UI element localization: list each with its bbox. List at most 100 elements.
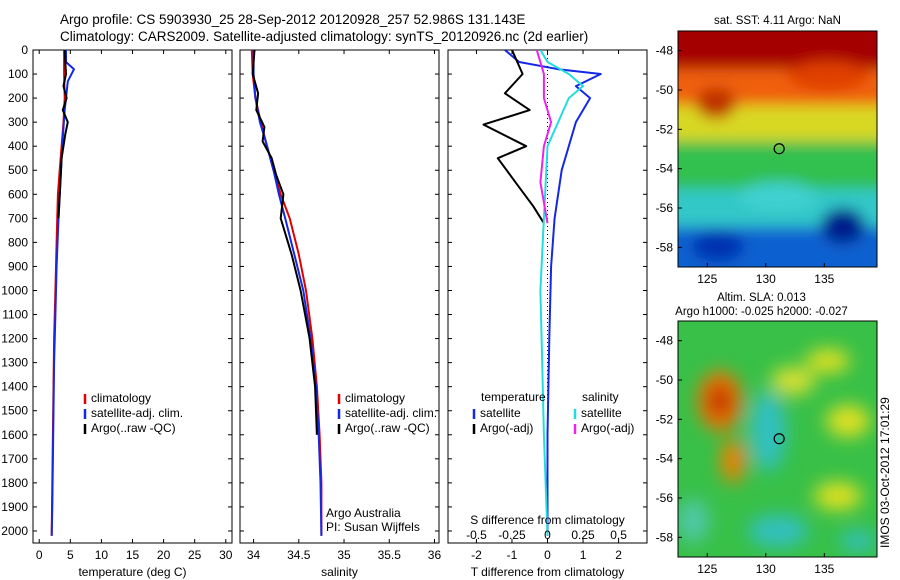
map-blob [750,391,786,471]
map-blobs [678,31,877,267]
map-frame [677,320,878,558]
x-axis-label: temperature (deg C) [78,565,186,579]
series-line-satellite [504,50,602,536]
map-blob [678,499,709,543]
legend-title-temperature: temperature [481,390,546,404]
profile-location-marker [773,143,785,155]
series-line-argoadj [535,50,553,224]
map-blob [814,482,862,510]
profile-location-marker [773,433,785,445]
map-blob [821,208,865,244]
x-tick-label: -1 [507,548,518,562]
difference-panel: -2 -1 0 1 2 T difference from climatology temp… [447,49,648,579]
series-group [50,50,75,536]
x-tick-label: 125 [697,272,717,286]
x-tick-label: 30 [219,548,233,562]
series-line-argorawqc [57,50,69,219]
x-tick-label: 34.5 [287,548,311,562]
series-line-argorawqc [251,50,318,435]
x-axis-label: T difference from climatology [471,565,625,579]
y-tick-label: 400 [8,139,28,153]
top-tick-label: 0.25 [571,528,595,542]
x-tick-label: 15 [126,548,140,562]
series-group [250,50,323,536]
legend-item-label: Argo(..raw -QC) [91,421,176,435]
map-blob [826,405,870,437]
legend-item-label: Argo(-adj) [480,421,533,435]
y-tick-label: 200 [8,91,28,105]
top-tick-label: 0 [544,528,551,542]
y-tick-label: 700 [8,211,28,225]
map-blob [806,349,850,373]
y-tick-label: 500 [8,163,28,177]
y-tick-label: 300 [8,115,28,129]
y-tick-label: 1500 [1,404,28,418]
top-tick-label: -0.25 [498,528,526,542]
top-axis-label: S difference from climatology [470,513,625,527]
x-tick-label: 35 [337,548,351,562]
legend-item-label: satellite [480,406,521,420]
x-tick-label: -2 [471,548,482,562]
y-tick-label: 1700 [1,452,28,466]
y-tick-label: -54 [656,452,674,466]
header-title-line2: Climatology: CARS2009. Satellite-adjuste… [60,29,589,44]
x-tick-label: 2 [615,548,622,562]
y-tick-label: 1900 [1,500,28,514]
x-tick-label: 0 [36,548,43,562]
y-tick-label: 800 [8,235,28,249]
sst-map-panel: 125 130 135 -48 -50 -52 -54 -56 -58 sat. SST: 4.1… [656,15,878,286]
legend-item-label: satellite-adj. clim. [345,406,437,420]
x-tick-label: 130 [756,272,776,286]
annotation-text: Argo Australia [326,506,401,520]
x-tick-label: 125 [697,562,717,576]
map-blob [771,367,815,395]
y-tick-label: -52 [656,412,674,426]
map-title: Altim. SLA: 0.013 [717,292,806,304]
map-title: Argo h1000: -0.025 h2000: -0.027 [675,306,848,318]
y-tick-label: -50 [656,373,674,387]
map-blob [696,87,736,119]
legend-item-label: climatology [91,391,151,405]
annotation-text: PI: Susan Wijffels [326,520,420,534]
salinity-panel: 34 34.5 35 35.5 36 salinity climatologysatelli… [239,49,441,579]
y-tick-label: -58 [656,240,674,254]
legend-title-salinity: salinity [582,390,619,404]
map-blob [710,387,730,415]
x-tick-label: 135 [814,272,834,286]
x-tick-label: 130 [756,562,776,576]
y-tick-label: 1600 [1,428,28,442]
map-blob [788,61,868,91]
y-tick-label: -54 [656,162,674,176]
y-tick-label: -48 [656,44,674,58]
legend-item-label: satellite-adj. clim. [91,406,183,420]
series-line-satellite [539,50,584,536]
x-tick-label: 10 [95,548,109,562]
y-tick-label: 1200 [1,332,28,346]
map-blobs [678,349,876,551]
map-blob [840,531,876,551]
x-tick-label: 20 [157,548,171,562]
map-field [678,321,877,557]
y-tick-label: 600 [8,187,28,201]
y-tick-label: -58 [656,530,674,544]
y-tick-label: 1400 [1,380,28,394]
y-tick-label: 1000 [1,283,28,297]
y-tick-label: -56 [656,201,674,215]
y-tick-label: 1300 [1,356,28,370]
y-tick-label: -50 [656,83,674,97]
map-band [678,105,877,145]
top-tick-label: -0.5 [466,528,487,542]
y-tick-label: 1800 [1,476,28,490]
x-tick-label: 5 [67,548,74,562]
x-axis-label: salinity [321,565,358,579]
y-tick-label: 2000 [1,524,28,538]
map-frame [677,30,878,268]
map-blob [738,182,818,210]
map-blob [721,439,745,483]
legend-item-label: Argo(-adj) [581,421,634,435]
header-title-line1: Argo profile: CS 5903930_25 28-Sep-2012 … [60,12,526,27]
legend-item-label: Argo(..raw -QC) [345,421,430,435]
sla-map-panel: 125 130 135 -48 -50 -52 -54 -56 -58 Altim. SLA: 0… [656,292,878,576]
map-blob [692,230,744,262]
